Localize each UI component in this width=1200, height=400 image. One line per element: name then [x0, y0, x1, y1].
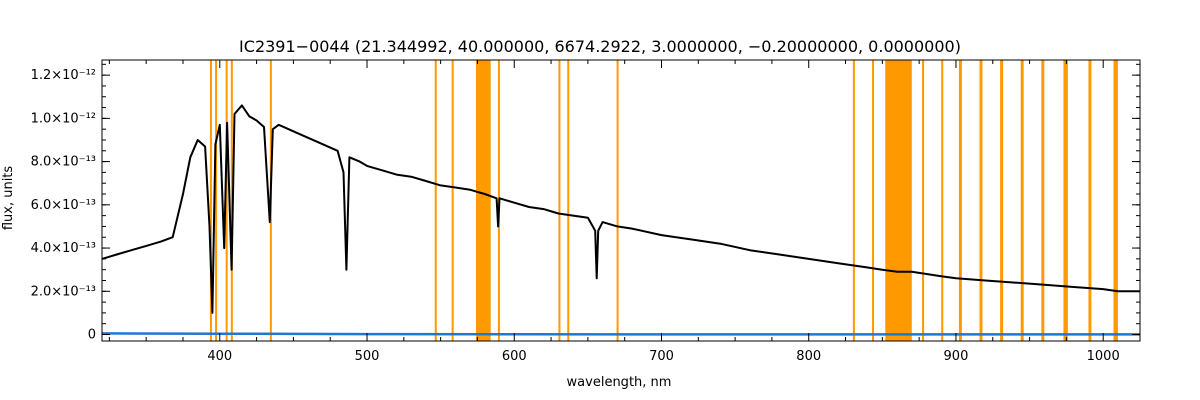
x-tick-label: 600 [502, 349, 527, 364]
mask-band [567, 60, 570, 341]
mask-band [872, 60, 875, 341]
mask-band [941, 60, 944, 341]
y-tick-label: 1.0×10⁻¹² [31, 111, 96, 126]
mask-band [1113, 60, 1118, 341]
mask-band [852, 60, 855, 341]
x-tick-label: 700 [649, 349, 674, 364]
x-tick-label: 500 [355, 349, 380, 364]
chart-title: IC2391−0044 (21.344992, 40.000000, 6674.… [239, 37, 961, 56]
x-tick-label: 1000 [1087, 349, 1120, 364]
error-series-line [101, 332, 1140, 336]
x-tick-label: 400 [207, 349, 232, 364]
mask-band [434, 60, 437, 341]
y-tick-label: 0 [88, 328, 96, 343]
mask-band [475, 60, 491, 341]
y-tick-label: 6.0×10⁻¹³ [31, 198, 96, 213]
mask-band [616, 60, 619, 341]
series-group [101, 104, 1140, 336]
flux-series-line [101, 104, 1140, 314]
mask-band [230, 60, 233, 341]
mask-band [451, 60, 454, 341]
mask-band [922, 60, 925, 341]
mask-band [558, 60, 561, 341]
mask-band [1063, 60, 1068, 341]
plot-frame [101, 59, 1141, 342]
mask-band [1020, 60, 1024, 341]
y-tick-label: 8.0×10⁻¹³ [31, 155, 96, 170]
y-tick-label: 4.0×10⁻¹³ [31, 241, 96, 256]
x-axis-title: wavelength, nm [567, 375, 672, 390]
mask-band [215, 60, 218, 341]
mask-band [209, 60, 212, 341]
mask-band [1000, 60, 1004, 341]
mask-bands [209, 60, 1118, 341]
mask-band [1088, 60, 1092, 341]
mask-band [885, 60, 912, 341]
mask-band [958, 60, 962, 341]
y-tick-label: 2.0×10⁻¹³ [31, 284, 96, 299]
mask-band [225, 60, 228, 341]
x-tick-label: 800 [796, 349, 821, 364]
x-axis-ticks: 400 500 600 700 800 900 1000 [108, 60, 1141, 364]
y-axis-ticks: 0 2.0×10⁻¹³ 4.0×10⁻¹³ 6.0×10⁻¹³ 8.0×10⁻¹³ 1.0… [31, 63, 1140, 343]
y-tick-label: 1.2×10⁻¹² [31, 68, 96, 83]
x-tick-label: 900 [944, 349, 969, 364]
y-axis-title: flux, units [1, 166, 16, 231]
mask-band [979, 60, 983, 341]
mask-band [1041, 60, 1045, 341]
